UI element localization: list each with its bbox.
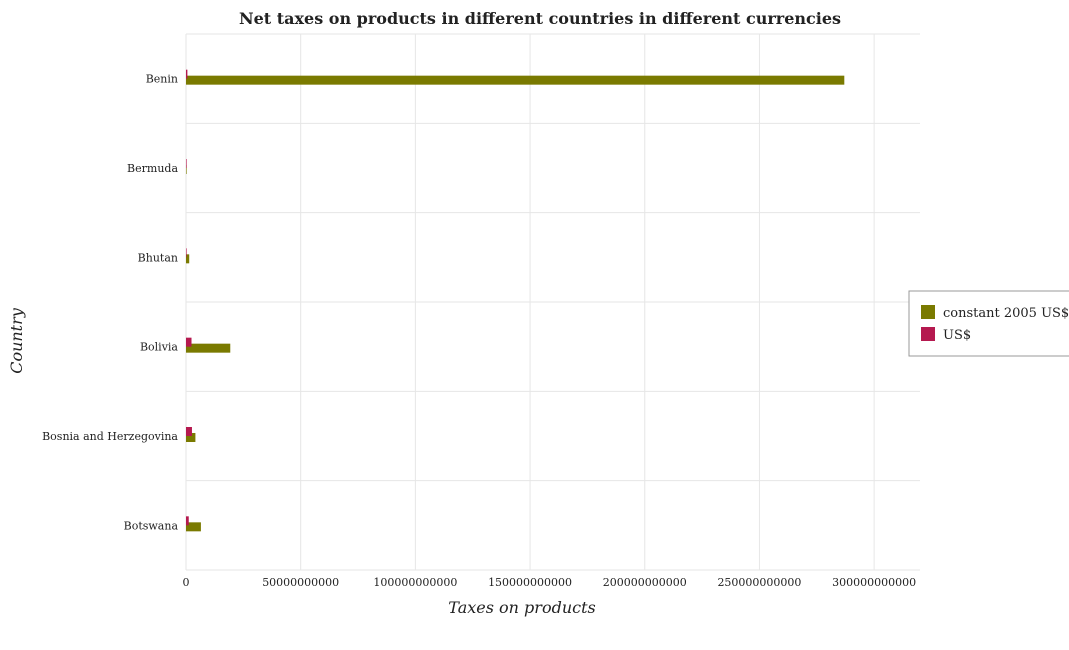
legend-label-constant-2005: constant 2005 US$ bbox=[943, 306, 1069, 321]
legend-swatch-constant-2005 bbox=[921, 305, 935, 319]
legend-label-usd: US$ bbox=[943, 328, 971, 343]
legend-swatch-usd bbox=[921, 327, 935, 341]
y-tick-label: Bhutan bbox=[138, 251, 178, 264]
bar-usd-benin bbox=[186, 69, 188, 79]
y-tick-label: Bermuda bbox=[127, 162, 178, 175]
x-tick-label: 150000000000 bbox=[488, 576, 572, 589]
x-tick-label: 0 bbox=[183, 576, 190, 589]
y-tick-label: Benin bbox=[146, 73, 178, 86]
x-tick-labels: 0 50000000000 100000000000 150000000000 2000… bbox=[183, 576, 917, 589]
x-tick-label: 50000000000 bbox=[262, 576, 339, 589]
bar-usd-bermuda bbox=[186, 159, 187, 168]
bar-usd-bosnia-and-herzegovina bbox=[186, 427, 192, 436]
bar-constant-2005-bermuda bbox=[186, 165, 187, 174]
bar-constant-2005-botswana bbox=[186, 522, 201, 532]
x-tick-label: 100000000000 bbox=[373, 576, 457, 589]
bar-constant-2005-bosnia-and-herzegovina bbox=[186, 433, 196, 442]
legend-box bbox=[908, 290, 1069, 357]
chart-title: Net taxes on products in different count… bbox=[239, 9, 841, 28]
y-tick-label: Botswana bbox=[124, 519, 179, 532]
y-axis-title: Country bbox=[7, 307, 26, 374]
bar-usd-botswana bbox=[186, 516, 189, 526]
bar-constant-2005-bhutan bbox=[186, 254, 190, 264]
legend: constant 2005 US$ US$ bbox=[908, 290, 1069, 357]
x-axis-title: Taxes on products bbox=[448, 598, 595, 617]
y-tick-labels: Benin Bermuda Bhutan Bolivia Bosnia and Herz… bbox=[42, 73, 178, 533]
x-tick-label: 300000000000 bbox=[832, 576, 916, 589]
y-tick-label: Bolivia bbox=[140, 341, 178, 354]
bar-usd-bolivia bbox=[186, 337, 192, 347]
x-tick-label: 250000000000 bbox=[717, 576, 801, 589]
bar-constant-2005-bolivia bbox=[186, 343, 231, 353]
bar-constant-2005-benin bbox=[186, 75, 845, 85]
bar-usd-bhutan bbox=[186, 248, 187, 258]
x-tick-label: 200000000000 bbox=[603, 576, 687, 589]
grid bbox=[185, 33, 920, 571]
bars bbox=[186, 69, 845, 532]
y-tick-label: Bosnia and Herzegovina bbox=[42, 430, 178, 443]
